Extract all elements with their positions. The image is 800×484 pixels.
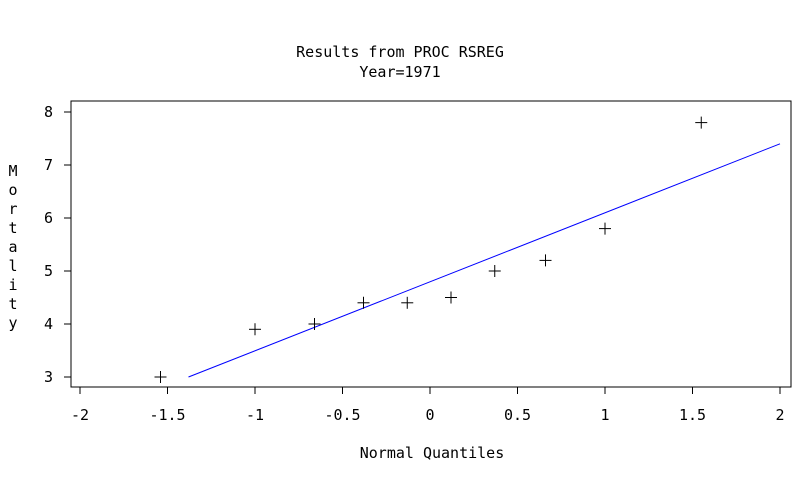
y-axis-label-char: o bbox=[8, 181, 17, 199]
y-tick-label: 4 bbox=[44, 315, 53, 333]
x-tick-label: -1 bbox=[246, 406, 264, 424]
data-point bbox=[488, 265, 501, 277]
data-point bbox=[599, 222, 611, 235]
y-tick-label: 7 bbox=[44, 156, 53, 174]
chart-subtitle: Year=1971 bbox=[359, 63, 440, 81]
fit-line bbox=[188, 143, 781, 378]
y-axis-label-char: r bbox=[8, 200, 17, 218]
data-point bbox=[308, 318, 321, 330]
chart-title: Results from PROC RSREG bbox=[296, 43, 504, 61]
data-point bbox=[249, 323, 261, 336]
x-tick-label: -2 bbox=[71, 406, 89, 424]
y-tick-label: 5 bbox=[44, 262, 53, 280]
y-axis-label-char: l bbox=[8, 257, 17, 275]
data-point bbox=[445, 291, 457, 304]
data-point bbox=[539, 254, 552, 267]
y-tick-label: 8 bbox=[44, 103, 53, 121]
fit-line-group bbox=[188, 143, 781, 378]
y-axis-label-char: a bbox=[8, 238, 17, 256]
data-point bbox=[695, 116, 708, 129]
x-tick-label: 2 bbox=[775, 406, 784, 424]
y-axis-label-char: i bbox=[8, 276, 17, 294]
data-point bbox=[401, 296, 414, 309]
x-tick-label: 1 bbox=[600, 406, 609, 424]
y-axis-label-char: t bbox=[8, 219, 17, 237]
x-axis-label: Normal Quantiles bbox=[360, 444, 505, 462]
y-axis-label-char: M bbox=[8, 162, 17, 180]
x-tick-label: 0.5 bbox=[504, 406, 531, 424]
y-axis-label-char: t bbox=[8, 295, 17, 313]
data-points bbox=[154, 116, 708, 383]
x-tick-label: -0.5 bbox=[324, 406, 360, 424]
y-tick-label: 3 bbox=[44, 368, 53, 386]
data-point bbox=[154, 371, 167, 383]
plot-frame bbox=[70, 100, 792, 388]
x-tick-label: -1.5 bbox=[149, 406, 185, 424]
x-tick-label: 0 bbox=[425, 406, 434, 424]
y-tick-label: 6 bbox=[44, 209, 53, 227]
x-tick-label: 1.5 bbox=[679, 406, 706, 424]
y-axis: 3 4 5 6 7 8 bbox=[44, 103, 71, 386]
y-axis-label-char: y bbox=[8, 314, 17, 332]
data-point bbox=[357, 296, 370, 309]
x-axis: -2 -1.5 -1 -0.5 0 0.5 1 1.5 2 bbox=[71, 387, 785, 424]
